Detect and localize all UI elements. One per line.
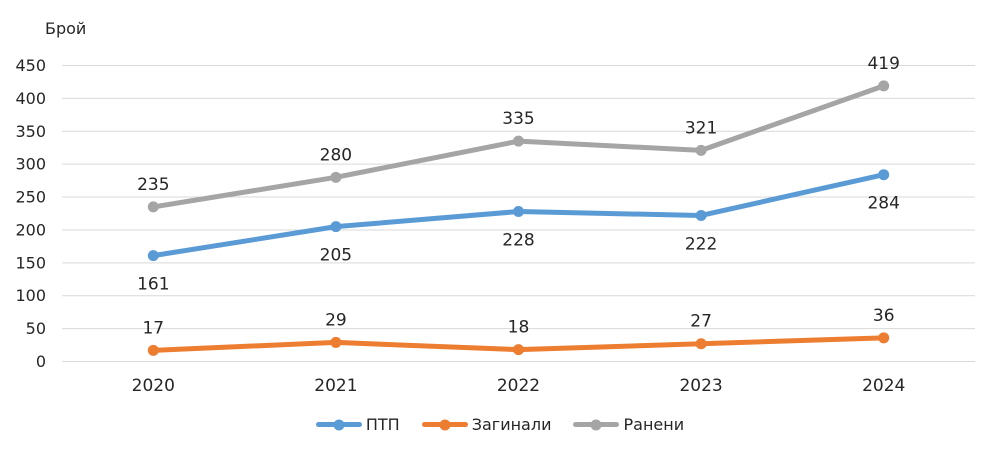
- legend-item-Ранени: Ранени: [573, 415, 684, 434]
- y-tick-label: 300: [15, 155, 46, 174]
- data-point-marker-ПТП: [513, 206, 524, 218]
- y-tick-label: 450: [15, 56, 46, 75]
- legend-line-marker-icon: [315, 419, 362, 430]
- data-label-ПТП: 228: [502, 231, 534, 251]
- data-point-marker-Ранени: [147, 201, 159, 213]
- legend-dot-icon: [333, 419, 345, 430]
- data-point-marker-ПТП: [330, 221, 342, 233]
- data-point-marker-ПТП: [695, 209, 707, 221]
- x-axis-label: 2020: [132, 376, 175, 396]
- y-tick-label: 100: [15, 286, 46, 305]
- data-label-ПТП: 161: [137, 275, 169, 295]
- legend-item-Загинали: Загинали: [421, 415, 552, 434]
- data-label-Ранени: 235: [137, 175, 169, 195]
- data-label-Ранени: 335: [502, 109, 534, 129]
- legend-label: Ранени: [623, 415, 685, 434]
- legend-line-marker-icon: [573, 419, 620, 430]
- x-axis-label: 2021: [314, 376, 357, 396]
- y-tick-label: 400: [15, 89, 46, 108]
- y-axis-title: Брой: [45, 19, 87, 38]
- legend-label: Загинали: [471, 415, 552, 434]
- data-label-Загинали: 18: [508, 318, 530, 338]
- y-tick-label: 0: [36, 352, 46, 371]
- data-label-Ранени: 321: [685, 118, 717, 138]
- data-label-ПТП: 205: [320, 246, 352, 266]
- legend-item-ПТП: ПТП: [315, 415, 400, 434]
- data-label-Загинали: 17: [142, 318, 164, 338]
- data-point-marker-Ранени: [330, 171, 342, 183]
- data-point-marker-Загинали: [513, 344, 524, 356]
- data-point-marker-Ранени: [878, 80, 890, 92]
- y-tick-label: 350: [15, 122, 46, 141]
- legend-dot-icon: [590, 419, 602, 430]
- legend-line-marker-icon: [421, 419, 468, 430]
- data-point-marker-Загинали: [878, 332, 890, 344]
- x-axis-label: 2023: [679, 376, 722, 396]
- data-point-marker-Ранени: [513, 135, 524, 147]
- data-label-Ранени: 419: [867, 54, 899, 74]
- data-label-Загинали: 27: [690, 312, 712, 332]
- x-axis-label: 2022: [497, 376, 540, 396]
- y-tick-label: 200: [15, 220, 46, 239]
- data-point-marker-ПТП: [147, 250, 159, 262]
- y-tick-label: 150: [15, 253, 46, 272]
- legend: ПТП Загинали Ранени: [0, 415, 1000, 434]
- data-point-marker-Загинали: [147, 344, 159, 356]
- y-tick-label: 250: [15, 188, 46, 207]
- legend-dot-icon: [439, 419, 451, 430]
- x-axis-label: 2024: [862, 376, 905, 396]
- data-point-marker-Ранени: [695, 144, 707, 156]
- legend-label: ПТП: [365, 415, 400, 434]
- data-label-Загинали: 36: [873, 306, 895, 326]
- data-label-Загинали: 29: [325, 310, 347, 330]
- data-point-marker-Загинали: [330, 336, 342, 348]
- data-point-marker-Загинали: [695, 338, 707, 350]
- data-label-Ранени: 280: [320, 145, 352, 165]
- data-label-ПТП: 222: [685, 234, 717, 254]
- y-tick-label: 50: [26, 319, 46, 338]
- data-point-marker-ПТП: [878, 169, 890, 181]
- data-label-ПТП: 284: [867, 194, 899, 214]
